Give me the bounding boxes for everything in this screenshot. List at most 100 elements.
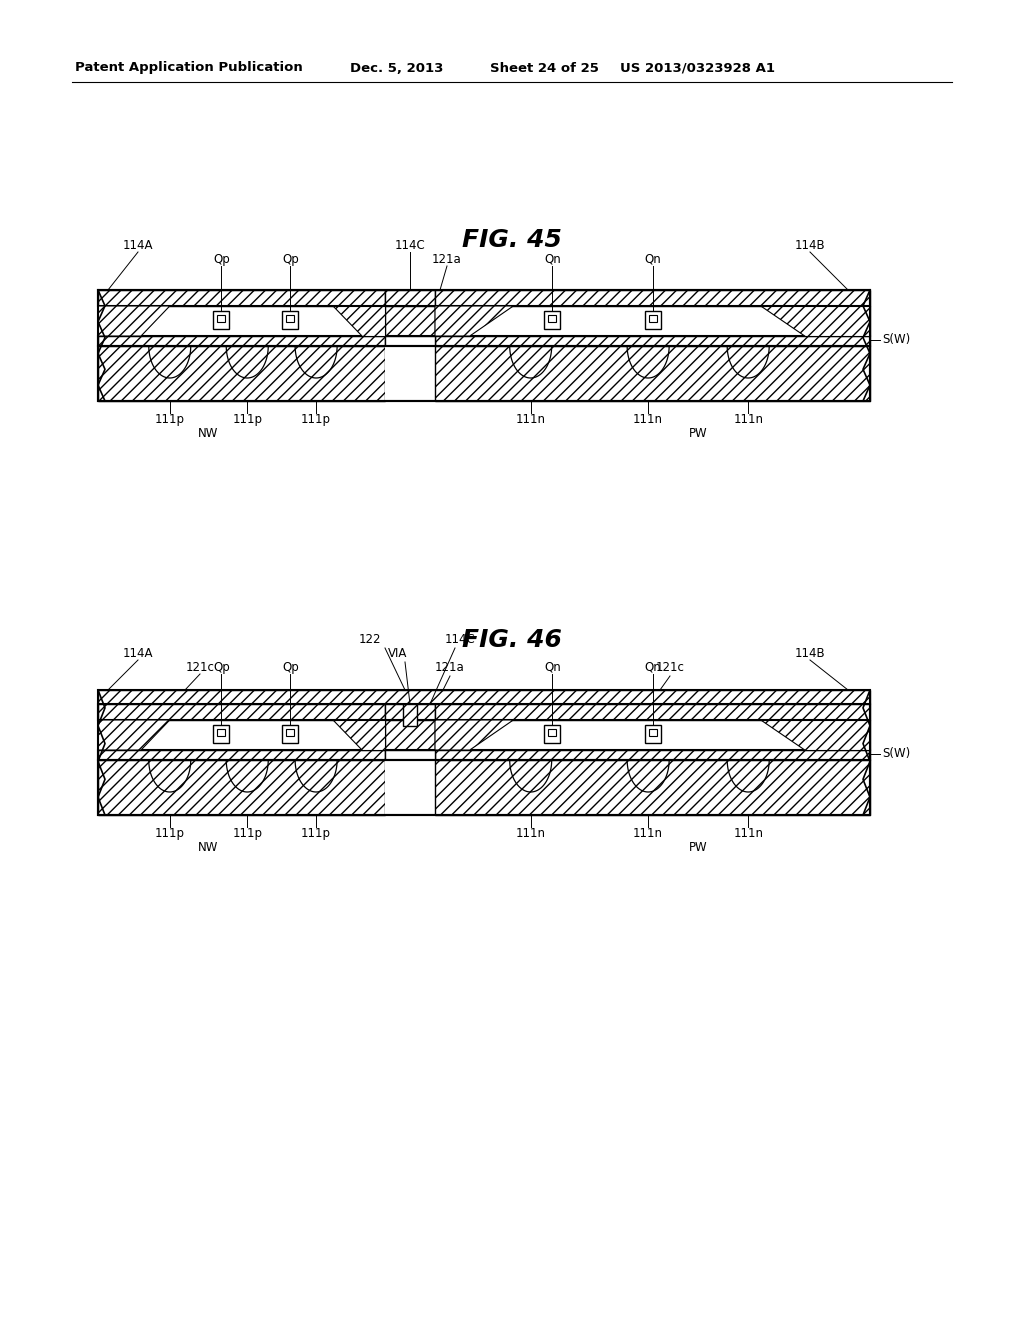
Text: PW: PW (689, 841, 708, 854)
Bar (435, 346, 870, 401)
Bar (213, 310, 229, 329)
Text: Qn: Qn (644, 253, 660, 267)
Bar (283, 725, 298, 742)
Text: FIG. 46: FIG. 46 (462, 628, 562, 652)
Bar (98, 290, 870, 401)
Bar (435, 337, 870, 346)
Text: 111n: 111n (516, 828, 546, 840)
Text: VIA: VIA (388, 647, 408, 660)
Bar (385, 290, 435, 306)
Bar (549, 315, 556, 322)
Text: 111p: 111p (232, 828, 262, 840)
Text: 111n: 111n (733, 828, 763, 840)
Bar (98, 719, 385, 750)
Text: US 2013/0323928 A1: US 2013/0323928 A1 (620, 62, 775, 74)
Bar (98, 704, 870, 719)
Text: Dec. 5, 2013: Dec. 5, 2013 (350, 62, 443, 74)
Bar (435, 750, 870, 760)
Bar (435, 704, 870, 719)
Bar (385, 306, 435, 337)
Polygon shape (98, 719, 170, 750)
Polygon shape (334, 306, 385, 337)
Bar (98, 346, 385, 401)
Bar (283, 310, 298, 329)
Bar (98, 750, 870, 760)
Text: 111p: 111p (155, 413, 184, 426)
Text: FIG. 45: FIG. 45 (462, 228, 562, 252)
Bar (98, 760, 385, 814)
Text: NW: NW (199, 426, 219, 440)
Polygon shape (334, 719, 385, 750)
Text: 111p: 111p (301, 828, 331, 840)
Text: 111p: 111p (301, 413, 331, 426)
Polygon shape (98, 306, 170, 337)
Bar (545, 310, 560, 329)
Bar (98, 690, 870, 704)
Text: PW: PW (689, 426, 708, 440)
Bar (213, 725, 229, 742)
Text: Qp: Qp (213, 661, 229, 675)
Bar (98, 760, 870, 814)
Bar (287, 729, 294, 737)
Text: Qp: Qp (282, 253, 299, 267)
Bar (435, 760, 870, 814)
Bar (385, 704, 435, 719)
Text: S(W): S(W) (882, 334, 910, 346)
Text: 114C: 114C (444, 634, 475, 645)
Text: S(W): S(W) (882, 747, 910, 760)
Text: 111p: 111p (155, 828, 184, 840)
Text: 114A: 114A (123, 239, 154, 252)
Bar (648, 729, 656, 737)
Bar (545, 725, 560, 742)
Bar (98, 346, 870, 401)
Text: NW: NW (199, 841, 219, 854)
Bar (98, 290, 870, 401)
Bar (98, 337, 385, 346)
Text: Qn: Qn (644, 661, 660, 675)
Bar (98, 704, 870, 814)
Bar (98, 290, 870, 306)
Bar (98, 337, 870, 346)
Text: Qn: Qn (544, 661, 561, 675)
Bar (98, 306, 385, 337)
Bar (385, 750, 435, 760)
Text: 121a: 121a (435, 661, 465, 675)
Bar (98, 704, 385, 719)
Bar (644, 725, 660, 742)
Text: Sheet 24 of 25: Sheet 24 of 25 (490, 62, 599, 74)
Text: 121c: 121c (185, 661, 214, 675)
Text: 111n: 111n (733, 413, 763, 426)
Text: 121a: 121a (432, 253, 462, 267)
Text: 114C: 114C (394, 239, 425, 252)
Text: Qn: Qn (544, 253, 561, 267)
Bar (385, 346, 435, 401)
Text: 111n: 111n (516, 413, 546, 426)
Bar (217, 729, 225, 737)
Bar (385, 760, 435, 814)
Text: 111p: 111p (232, 413, 262, 426)
Bar (287, 315, 294, 322)
Bar (385, 719, 435, 750)
Bar (644, 310, 660, 329)
Bar (98, 690, 870, 814)
Text: 111n: 111n (633, 413, 664, 426)
Text: Qp: Qp (282, 661, 299, 675)
Bar (435, 719, 870, 750)
Bar (98, 290, 385, 306)
Bar (385, 337, 435, 346)
Text: 114B: 114B (795, 647, 825, 660)
Text: 114A: 114A (123, 647, 154, 660)
Text: 122: 122 (358, 634, 381, 645)
Text: 121c: 121c (655, 661, 684, 675)
Bar (549, 729, 556, 737)
Text: Patent Application Publication: Patent Application Publication (75, 62, 303, 74)
Polygon shape (435, 306, 513, 337)
Text: 111n: 111n (633, 828, 664, 840)
Polygon shape (761, 306, 870, 337)
Bar (403, 704, 417, 726)
Polygon shape (761, 719, 870, 750)
Bar (98, 750, 385, 760)
Bar (435, 290, 870, 306)
Bar (648, 315, 656, 322)
Text: 114B: 114B (795, 239, 825, 252)
